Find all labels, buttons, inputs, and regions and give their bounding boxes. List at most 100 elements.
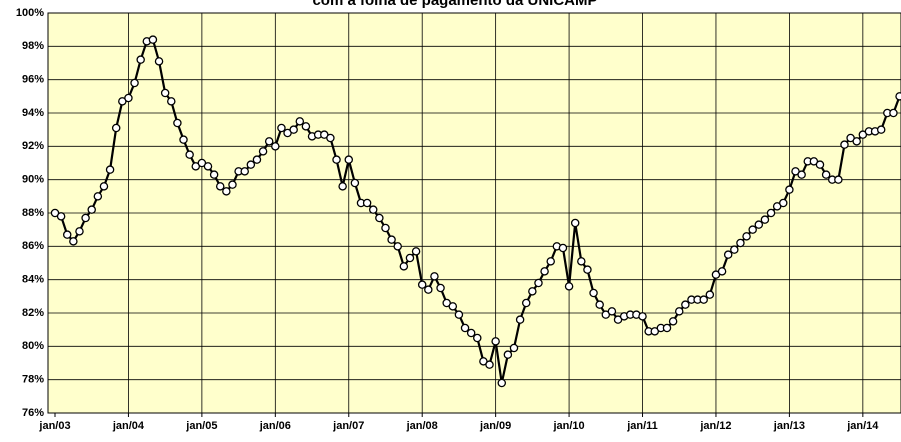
y-tick-label: 98%: [22, 40, 44, 52]
data-point: [258, 147, 268, 156]
data-point: [326, 133, 335, 143]
data-point: [87, 205, 96, 214]
data-point: [742, 232, 751, 241]
data-point: [840, 140, 849, 149]
data-point: [558, 243, 568, 253]
data-point: [154, 57, 164, 66]
data-point: [215, 182, 225, 191]
data-point: [436, 283, 445, 293]
data-point: [228, 180, 237, 189]
data-point: [485, 360, 494, 369]
data-point: [473, 333, 482, 343]
data-point: [760, 215, 770, 224]
data-point: [148, 35, 158, 44]
data-point: [130, 78, 139, 88]
data-point: [81, 213, 90, 223]
y-tick-label: 100%: [16, 7, 44, 19]
data-point: [454, 310, 464, 319]
data-point: [577, 257, 586, 266]
data-point: [705, 290, 715, 299]
data-point: [466, 328, 476, 338]
data-point: [124, 93, 133, 103]
data-point: [564, 282, 574, 291]
data-point: [179, 135, 188, 144]
data-point: [75, 227, 84, 236]
data-point: [203, 162, 213, 171]
data-point: [93, 192, 103, 201]
x-tick-label: jan/06: [259, 420, 291, 432]
data-point: [271, 142, 280, 151]
x-tick-label: jan/08: [406, 420, 438, 432]
data-point: [460, 323, 470, 333]
data-point: [136, 55, 145, 64]
data-point: [583, 265, 592, 274]
data-point: [222, 187, 231, 196]
data-point: [595, 300, 604, 309]
data-point: [681, 300, 690, 309]
data-point: [540, 267, 549, 276]
data-point: [895, 92, 901, 101]
data-point: [509, 343, 519, 353]
data-point: [766, 208, 776, 218]
data-point: [209, 170, 219, 179]
y-tick-label: 78%: [22, 374, 44, 386]
data-point: [252, 155, 262, 164]
data-point: [344, 155, 354, 164]
data-point: [105, 165, 115, 174]
data-point: [368, 205, 378, 214]
data-point: [876, 125, 886, 134]
x-tick-label: jan/13: [773, 420, 805, 432]
data-point: [638, 312, 647, 321]
data-point: [815, 160, 825, 169]
data-point: [417, 280, 427, 289]
data-point: [289, 125, 298, 134]
data-point: [785, 185, 794, 194]
y-tick-label: 94%: [22, 107, 44, 119]
data-point: [56, 212, 66, 221]
data-point: [295, 117, 305, 126]
data-point: [723, 250, 733, 259]
x-tick-label: jan/03: [38, 420, 70, 432]
data-point: [834, 175, 843, 184]
data-point: [607, 307, 617, 316]
data-point: [736, 238, 745, 248]
y-tick-label: 88%: [22, 207, 44, 219]
data-point: [99, 182, 109, 191]
data-point: [350, 178, 360, 188]
y-tick-label: 84%: [22, 274, 44, 286]
data-point: [491, 337, 500, 346]
x-tick-label: jan/07: [332, 420, 364, 432]
data-point: [852, 137, 861, 146]
data-point: [779, 198, 788, 208]
data-point: [399, 262, 409, 271]
data-point: [411, 247, 421, 256]
x-tick-label: jan/04: [112, 420, 145, 432]
data-point: [424, 285, 433, 294]
data-point: [69, 237, 78, 246]
data-point: [362, 198, 372, 208]
data-point: [674, 307, 684, 316]
data-point: [246, 160, 256, 169]
data-point: [503, 350, 513, 359]
data-point: [111, 123, 121, 133]
x-tick-label: jan/10: [552, 420, 584, 432]
data-point: [821, 170, 831, 179]
data-point: [497, 378, 507, 388]
y-tick-label: 96%: [22, 74, 44, 86]
data-point: [405, 253, 415, 263]
y-tick-label: 82%: [22, 307, 44, 319]
data-point: [589, 288, 598, 298]
data-point: [662, 323, 672, 333]
x-tick-label: jan/12: [699, 420, 731, 432]
data-point: [240, 167, 249, 176]
data-point: [570, 218, 580, 228]
x-tick-label: jan/14: [846, 420, 879, 432]
data-point: [797, 170, 806, 179]
data-point: [889, 108, 898, 118]
y-tick-label: 76%: [22, 407, 44, 419]
data-point: [332, 155, 341, 164]
data-point: [748, 225, 757, 234]
data-point: [699, 295, 708, 304]
